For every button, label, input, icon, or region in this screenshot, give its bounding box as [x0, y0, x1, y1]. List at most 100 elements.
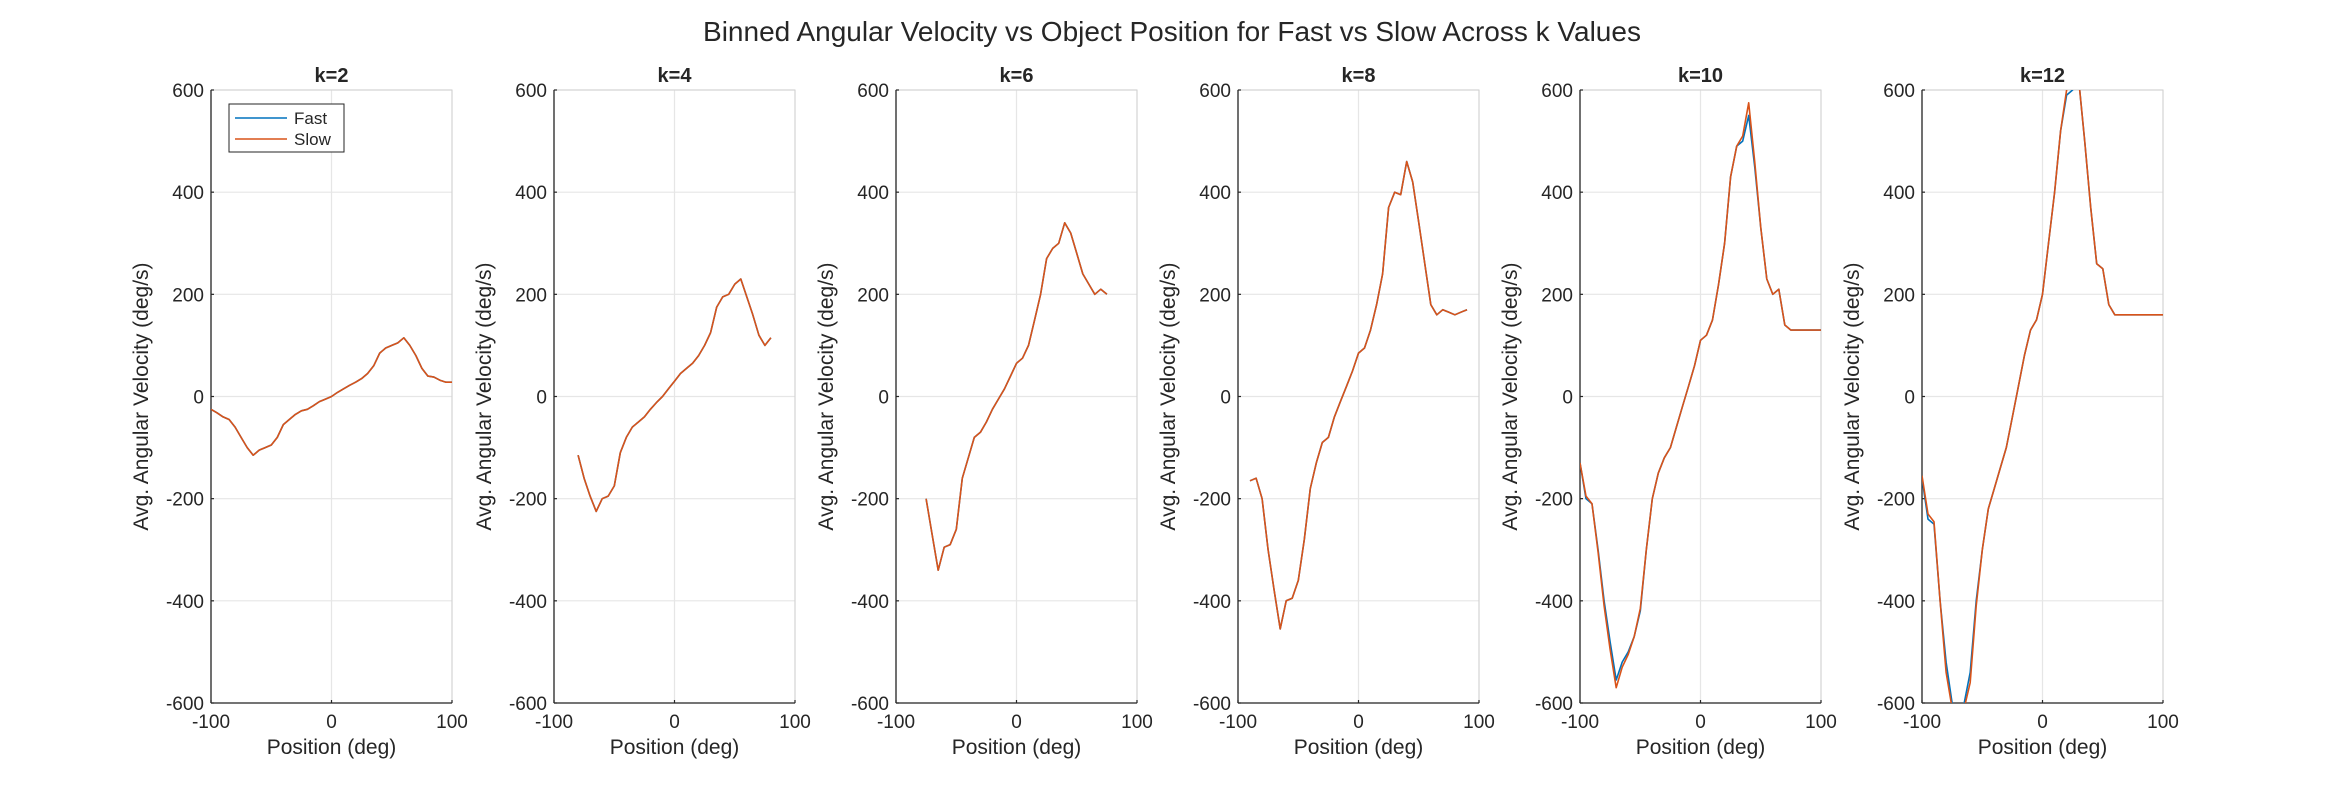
series-line-slow	[1249, 160, 1468, 630]
y-tick-label: 400	[1541, 183, 1573, 204]
figure-title: Binned Angular Velocity vs Object Positi…	[703, 16, 1641, 47]
y-tick-label: 200	[1883, 285, 1915, 306]
y-tick-label: 0	[1562, 388, 1573, 409]
subplot-title: k=4	[658, 65, 693, 87]
subplot-6: -600 -400 -200 0 200 400 600 -100 0 100 k=12 Positi…	[1841, 65, 2179, 759]
y-tick-label: 400	[515, 183, 547, 204]
x-tick-label: 0	[669, 712, 680, 733]
y-tick-label: -400	[851, 592, 889, 613]
y-tick-label: 200	[857, 285, 889, 306]
y-axis-label: Avg. Angular Velocity (deg/s)	[1499, 262, 1522, 530]
y-tick-label: 200	[1541, 285, 1573, 306]
x-axis-label: Position (deg)	[610, 736, 740, 759]
series-group	[1249, 160, 1468, 630]
y-tick-label: 600	[1883, 81, 1915, 102]
series-group	[925, 222, 1108, 571]
y-tick-label: 0	[878, 388, 889, 409]
y-tick-label: -600	[1535, 694, 1573, 715]
y-tick-label: 400	[1883, 183, 1915, 204]
subplot-title: k=8	[1342, 65, 1376, 87]
y-tick-label: -200	[1535, 490, 1573, 511]
y-tick-label: 600	[172, 81, 204, 102]
x-tick-label: -100	[1903, 712, 1941, 733]
x-tick-label: 100	[779, 712, 811, 733]
series-line-slow	[211, 337, 452, 456]
x-tick-label: 100	[436, 712, 468, 733]
x-tick-label: 0	[2037, 712, 2048, 733]
series-line-slow	[925, 222, 1108, 571]
y-tick-label: -400	[1877, 592, 1915, 613]
x-tick-label: 100	[1805, 712, 1837, 733]
y-axis-label: Avg. Angular Velocity (deg/s)	[1157, 262, 1180, 530]
y-tick-label: 200	[172, 285, 204, 306]
y-tick-label: 0	[536, 388, 547, 409]
y-tick-label: 0	[193, 388, 204, 409]
y-tick-label: -600	[1193, 694, 1231, 715]
y-tick-label: -400	[509, 592, 547, 613]
x-tick-label: 100	[1121, 712, 1153, 733]
legend-label-fast: Fast	[294, 109, 327, 128]
subplot-title: k=6	[1000, 65, 1034, 87]
y-tick-label: 600	[1199, 81, 1231, 102]
y-tick-label: 600	[1541, 81, 1573, 102]
x-tick-label: -100	[535, 712, 573, 733]
y-tick-label: 400	[1199, 183, 1231, 204]
subplot-title: k=2	[315, 65, 349, 87]
y-tick-label: 400	[857, 183, 889, 204]
subplot-5: -600 -400 -200 0 200 400 600 -100 0 100 k=10 Positi…	[1499, 65, 1837, 759]
x-tick-label: 100	[2147, 712, 2179, 733]
y-tick-label: -200	[166, 490, 204, 511]
series-line-slow	[577, 278, 772, 513]
x-axis-label: Position (deg)	[1978, 736, 2108, 759]
y-tick-label: -400	[166, 592, 204, 613]
legend-label-slow: Slow	[294, 130, 332, 149]
legend: Fast Slow	[228, 103, 345, 153]
x-axis-label: Position (deg)	[267, 736, 397, 759]
x-tick-label: -100	[1561, 712, 1599, 733]
x-tick-label: -100	[1219, 712, 1257, 733]
x-tick-label: 100	[1463, 712, 1495, 733]
y-tick-label: -600	[166, 694, 204, 715]
y-axis-label: Avg. Angular Velocity (deg/s)	[130, 262, 153, 530]
x-tick-label: -100	[192, 712, 230, 733]
subplot-title: k=10	[1678, 65, 1723, 87]
subplot-title: k=12	[2020, 65, 2065, 87]
y-tick-label: 0	[1904, 388, 1915, 409]
y-tick-label: -600	[1877, 694, 1915, 715]
subplot-3: -600 -400 -200 0 200 400 600 -100 0 100 k=6 Positio…	[815, 65, 1153, 759]
subplot-2: -600 -400 -200 0 200 400 600 -100 0 100 k=4 Positio…	[473, 65, 811, 759]
y-tick-label: -600	[851, 694, 889, 715]
x-axis-label: Position (deg)	[952, 736, 1082, 759]
x-axis-label: Position (deg)	[1294, 736, 1424, 759]
y-tick-label: -400	[1535, 592, 1573, 613]
y-tick-label: 400	[172, 183, 204, 204]
y-tick-label: 600	[515, 81, 547, 102]
x-axis-label: Position (deg)	[1636, 736, 1766, 759]
y-axis-label: Avg. Angular Velocity (deg/s)	[473, 262, 496, 530]
x-tick-label: -100	[877, 712, 915, 733]
series-line-slow	[1922, 90, 2163, 703]
y-tick-label: -200	[509, 490, 547, 511]
y-tick-label: -600	[509, 694, 547, 715]
subplot-1: -600 -400 -200 0 200 400 600 -100 0 100 k=2 Positio…	[130, 65, 468, 759]
y-tick-label: 200	[1199, 285, 1231, 306]
y-tick-label: -200	[1877, 490, 1915, 511]
series-group	[577, 278, 772, 513]
y-axis-label: Avg. Angular Velocity (deg/s)	[1841, 262, 1864, 530]
y-tick-label: -200	[1193, 490, 1231, 511]
y-axis-label: Avg. Angular Velocity (deg/s)	[815, 262, 838, 530]
series-line-slow	[1580, 102, 1821, 689]
x-tick-label: 0	[326, 712, 337, 733]
x-tick-label: 0	[1353, 712, 1364, 733]
series-group	[1922, 90, 2163, 703]
x-tick-label: 0	[1011, 712, 1022, 733]
y-tick-label: 200	[515, 285, 547, 306]
y-tick-label: -400	[1193, 592, 1231, 613]
series-group	[1580, 102, 1821, 689]
legend-box	[228, 103, 345, 153]
y-tick-label: 0	[1220, 388, 1231, 409]
series-group	[211, 337, 452, 456]
subplot-4: -600 -400 -200 0 200 400 600 -100 0 100 k=8 Positio…	[1157, 65, 1495, 759]
